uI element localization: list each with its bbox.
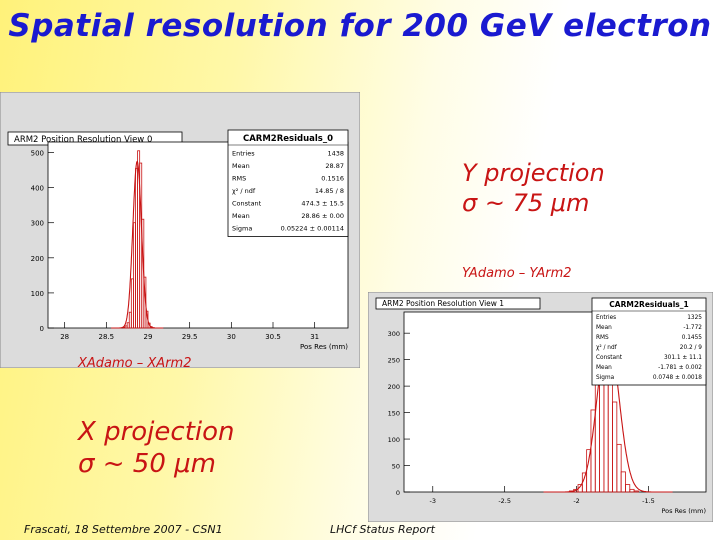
footer-center: LHCf Status Report bbox=[330, 523, 435, 536]
y-tick-label: 0 bbox=[40, 325, 44, 333]
histogram-bin bbox=[620, 471, 626, 493]
y-tick-label: 100 bbox=[31, 290, 44, 298]
stats-value: -1.772 bbox=[683, 325, 702, 331]
stats-value: 1325 bbox=[687, 315, 702, 321]
stats-value: 1438 bbox=[327, 150, 344, 158]
stats-value: 0.05224 ± 0.00114 bbox=[281, 225, 344, 233]
stats-key: Sigma bbox=[232, 225, 252, 233]
histogram-bin bbox=[616, 443, 622, 493]
stats-key: Mean bbox=[232, 212, 250, 220]
gaussian-fit-curve bbox=[111, 160, 164, 329]
x-projection-label: X projection bbox=[78, 417, 235, 447]
stats-value: -1.781 ± 0.002 bbox=[658, 365, 702, 371]
chart-title: ARM2 Position Resolution View 0 bbox=[14, 135, 152, 145]
stats-box bbox=[591, 297, 707, 386]
y-tick-label: 150 bbox=[388, 410, 400, 418]
y-tick-label: 0 bbox=[396, 489, 400, 497]
y-tick-label: 500 bbox=[31, 150, 44, 158]
y-tick-label: 400 bbox=[31, 185, 44, 193]
stats-value: 0.1455 bbox=[682, 335, 703, 341]
stats-value: 28.86 ± 0.00 bbox=[301, 212, 344, 220]
y-projection-block: Y projection σ ~ 75 μm bbox=[462, 158, 605, 218]
x-tick-label: 29 bbox=[144, 333, 153, 341]
y-tick-label: 300 bbox=[388, 330, 400, 338]
histogram-bin bbox=[633, 490, 639, 493]
stats-value: 0.1516 bbox=[321, 175, 344, 183]
stats-key: Entries bbox=[232, 150, 255, 158]
stats-key: Entries bbox=[596, 315, 616, 321]
stats-title: CARM2Residuals_0 bbox=[243, 134, 333, 144]
stats-key: Constant bbox=[596, 355, 623, 361]
y-projection-sigma: σ ~ 75 μm bbox=[462, 189, 590, 217]
x-residual-histogram: ARM2 Position Resolution View 0 0 100 200 30… bbox=[0, 92, 360, 368]
stats-key: Constant bbox=[232, 200, 262, 208]
x-projection-sigma: σ ~ 50 μm bbox=[78, 449, 217, 479]
histogram-bin bbox=[625, 484, 631, 493]
y-residual-histogram: ARM2 Position Resolution View 1 0 50 100 150… bbox=[368, 292, 713, 522]
stats-value: 20.2 / 9 bbox=[680, 345, 703, 351]
footer-left: Frascati, 18 Settembre 2007 - CSN1 bbox=[24, 523, 223, 536]
x-tick-label: 28 bbox=[60, 333, 69, 341]
y-tick-label: 200 bbox=[31, 255, 44, 263]
x-tick-label: 30.5 bbox=[265, 333, 281, 341]
x-tick-label: -2.5 bbox=[498, 497, 511, 505]
x-axis-label: Pos Res (mm) bbox=[661, 507, 706, 515]
stats-title: CARM2Residuals_1 bbox=[609, 300, 688, 309]
y-tick-label: 100 bbox=[388, 436, 400, 444]
chart-title: ARM2 Position Resolution View 1 bbox=[382, 299, 504, 308]
chart-title-box bbox=[375, 297, 541, 310]
stats-key: RMS bbox=[596, 335, 609, 341]
stats-key: Mean bbox=[596, 365, 612, 371]
x-residual-panel: ARM2 Position Resolution View 0 0 100 200 30… bbox=[0, 92, 360, 368]
stats-value: 474.3 ± 15.5 bbox=[301, 200, 344, 208]
stats-box bbox=[227, 129, 349, 237]
stats-key: Mean bbox=[596, 325, 612, 331]
x-axis-label: Pos Res (mm) bbox=[300, 343, 348, 351]
stats-key: RMS bbox=[232, 175, 246, 183]
y-residual-panel: ARM2 Position Resolution View 1 0 50 100 150… bbox=[368, 292, 713, 522]
y-adamo-label: YAdamo – YArm2 bbox=[462, 266, 572, 281]
stats-key: Sigma bbox=[596, 375, 615, 381]
y-tick-label: 300 bbox=[31, 220, 44, 228]
y-tick-label: 250 bbox=[388, 357, 400, 365]
x-tick-label: 28.5 bbox=[99, 333, 115, 341]
stats-key: χ² / ndf bbox=[232, 187, 256, 195]
x-adamo-label: XAdamo – XArm2 bbox=[78, 356, 192, 371]
x-projection-block: X projection σ ~ 50 μm bbox=[78, 416, 235, 480]
stats-value: 0.0748 ± 0.0018 bbox=[653, 375, 702, 381]
stats-value: 301.1 ± 11.1 bbox=[664, 355, 702, 361]
x-tick-label: 31 bbox=[310, 333, 319, 341]
x-tick-label: 30 bbox=[227, 333, 236, 341]
y-tick-label: 200 bbox=[388, 383, 400, 391]
x-tick-label: -1.5 bbox=[642, 497, 655, 505]
y-projection-label: Y projection bbox=[462, 159, 605, 187]
x-tick-label: 29.5 bbox=[182, 333, 198, 341]
x-tick-label: -3 bbox=[430, 497, 436, 505]
stats-value: 28.87 bbox=[325, 162, 344, 170]
stats-key: Mean bbox=[232, 162, 250, 170]
stats-key: χ² / ndf bbox=[596, 344, 618, 351]
x-tick-label: -2 bbox=[573, 497, 579, 505]
stats-value: 14.85 / 8 bbox=[315, 187, 344, 195]
slide-title: Spatial resolution for 200 GeV electron bbox=[8, 8, 712, 44]
y-tick-label: 50 bbox=[392, 463, 400, 471]
